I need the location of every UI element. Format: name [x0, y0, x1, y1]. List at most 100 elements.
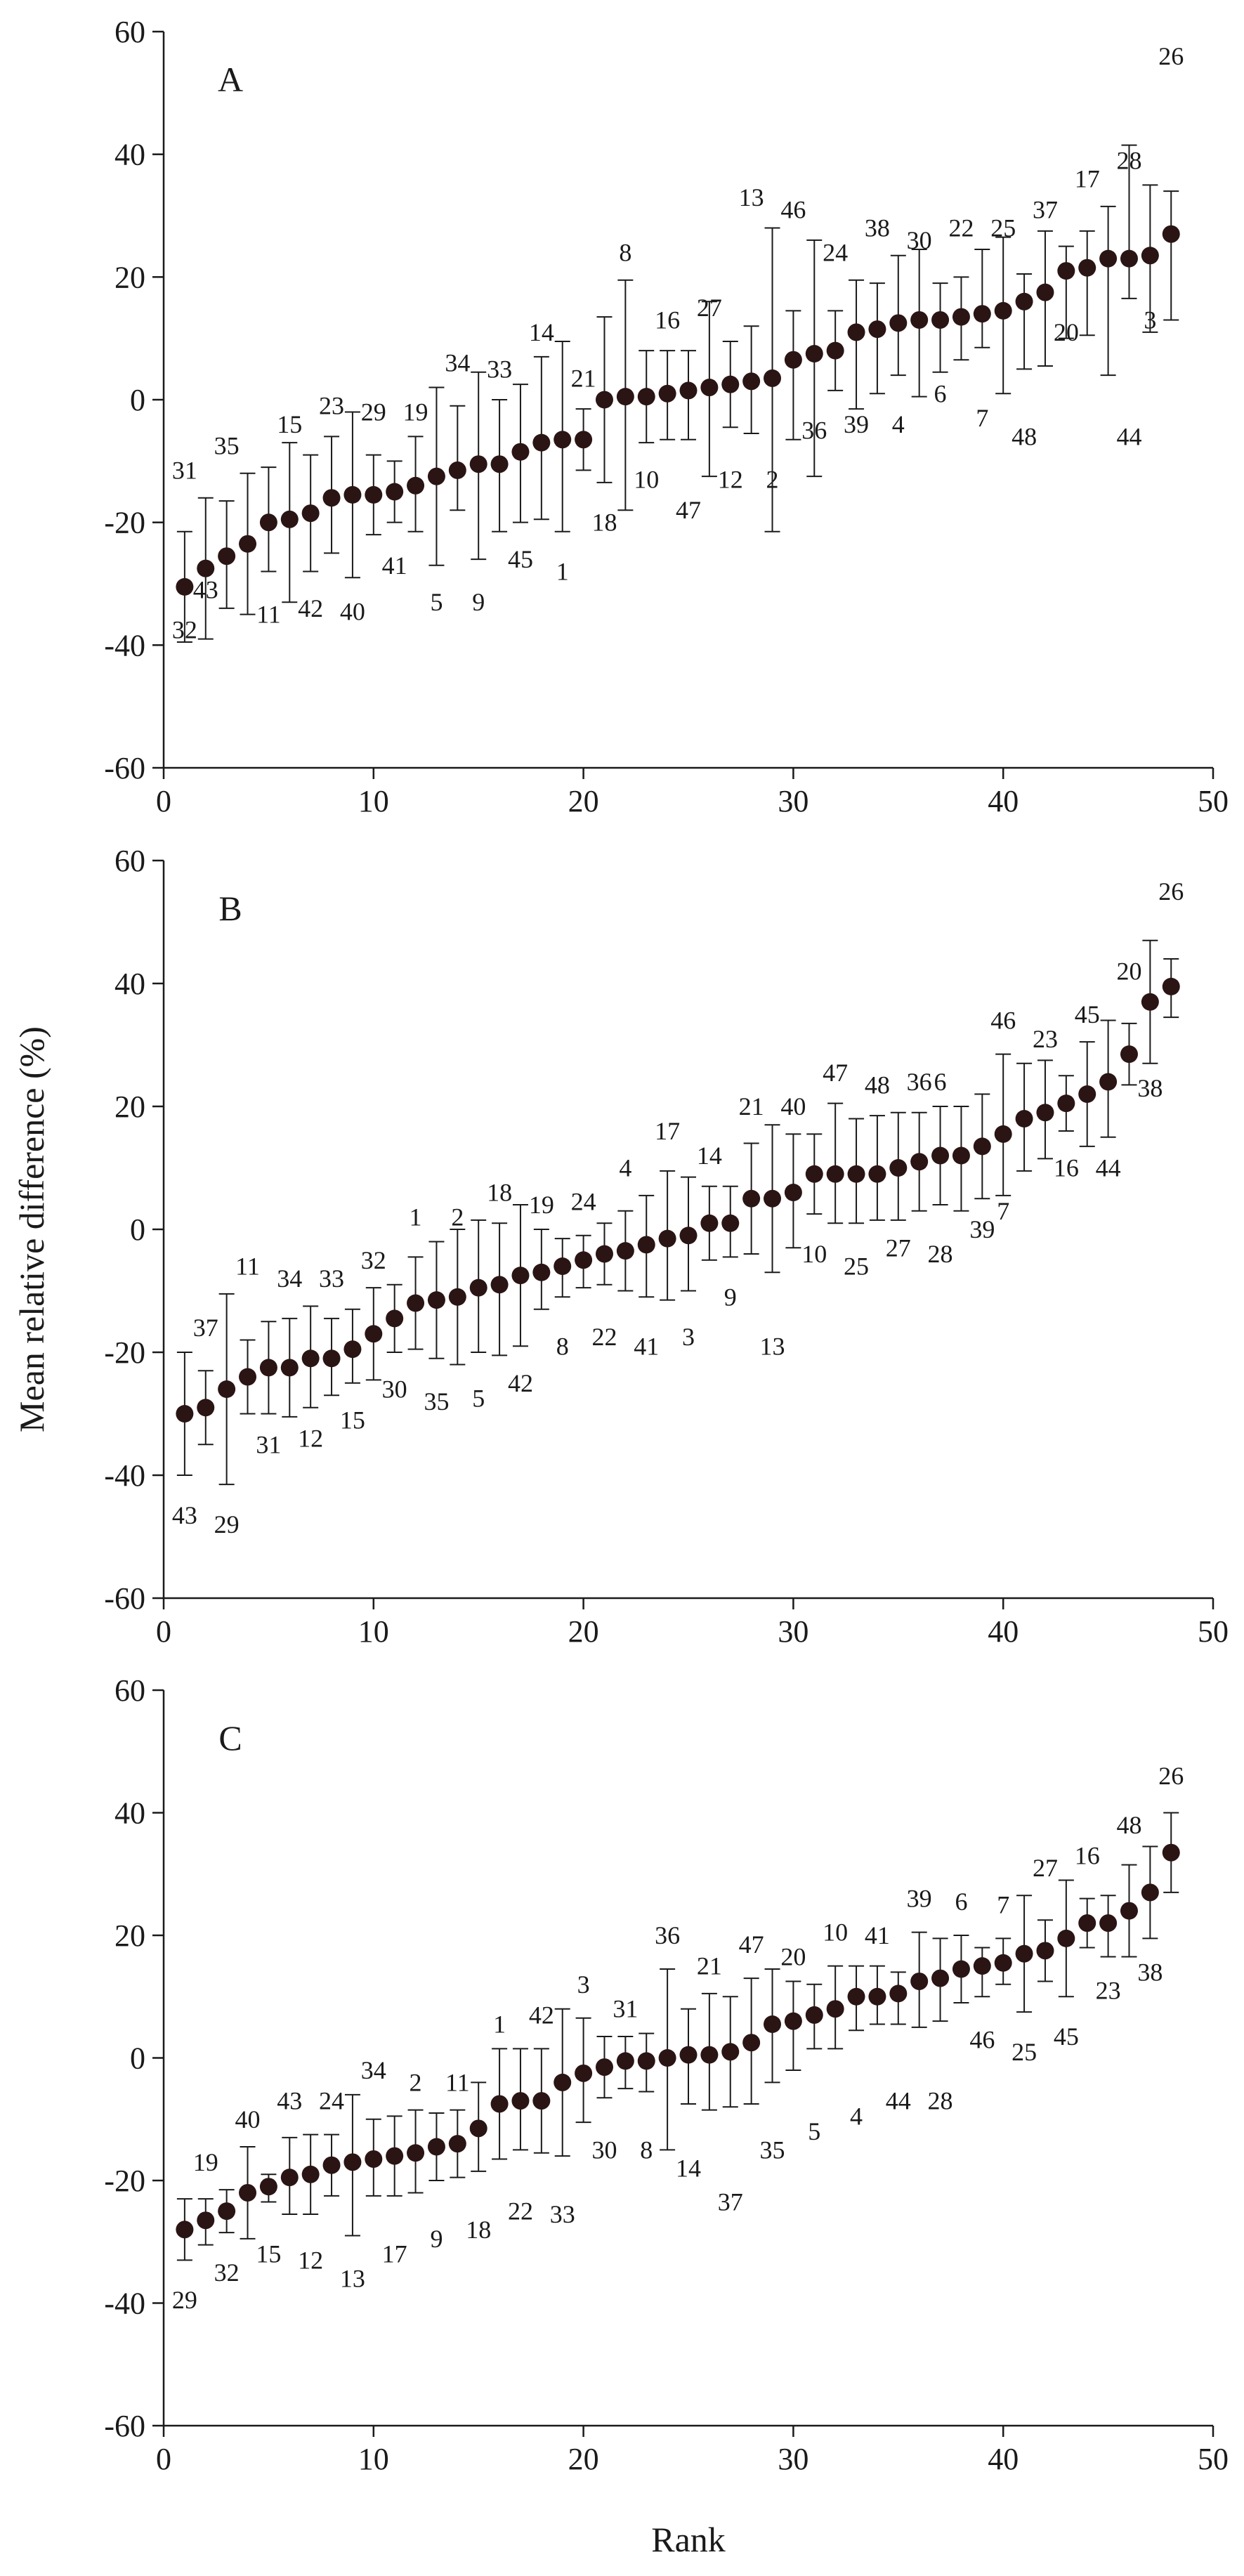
- panel-b-point-label: 46: [990, 1007, 1016, 1035]
- panel-c-point-label: 34: [361, 2056, 386, 2084]
- panel-a-point-label: 13: [739, 183, 764, 211]
- panel-b-data-point: [1015, 1110, 1033, 1127]
- panel-c-data-point: [784, 2012, 802, 2030]
- panel-a-data-point: [1120, 249, 1138, 268]
- panel-c-point-label: 36: [655, 1921, 680, 1949]
- panel-b-data-point: [1099, 1073, 1118, 1091]
- panel-b-data-point: [1141, 993, 1159, 1011]
- panel-a-data-point: [658, 384, 676, 403]
- panel-b-point-label: 29: [214, 1510, 240, 1538]
- panel-a-y-tick-label: -60: [104, 751, 145, 785]
- panel-c-point-label: 42: [529, 2001, 554, 2029]
- panel-c-x-tick-label: 40: [988, 2442, 1019, 2476]
- panel-c-data-point: [407, 2144, 425, 2162]
- panel-b-data-point: [910, 1153, 929, 1171]
- panel-b-data-point: [826, 1165, 844, 1183]
- panel-c-x-tick-label: 20: [568, 2442, 599, 2476]
- panel-b-point-label: 39: [969, 1215, 995, 1243]
- panel-a-data-point: [1036, 283, 1054, 301]
- panel-a-point-label: 21: [571, 364, 596, 392]
- panel-c-data-point: [218, 2202, 236, 2221]
- panel-a-data-point: [490, 455, 509, 473]
- panel-a-data-point: [532, 433, 551, 452]
- panel-c-x-tick-label: 50: [1198, 2442, 1229, 2476]
- panel-b-y-tick-label: 60: [114, 844, 145, 878]
- panel-c-point-label: 41: [865, 1921, 890, 1949]
- panel-c-data-point: [239, 2183, 257, 2202]
- panel-c-data-point: [1057, 1929, 1075, 1947]
- panel-b-data-point: [1036, 1104, 1054, 1122]
- panel-c-point-label: 11: [445, 2068, 470, 2096]
- panel-b-x-tick-label: 0: [156, 1614, 171, 1649]
- panel-b-data-point: [280, 1359, 299, 1377]
- panel-c-point-label: 48: [1116, 1811, 1141, 1839]
- panel-a-point-label: 40: [340, 597, 365, 625]
- panel-a-data-point: [469, 455, 487, 473]
- panel-b-point-label: 22: [591, 1323, 617, 1351]
- panel-b-data-point: [469, 1279, 487, 1297]
- panel-b-data-point: [616, 1242, 634, 1260]
- panel-a-data-point: [197, 559, 215, 577]
- panel-c-point-label: 28: [928, 2087, 953, 2115]
- panel-c-point-label: 39: [907, 1885, 932, 1913]
- panel-c-point-label: 5: [808, 2117, 820, 2145]
- panel-c-data-point: [280, 2169, 299, 2187]
- panel-b-point-label: 33: [319, 1264, 344, 1293]
- panel-c-point-label: 31: [613, 1995, 638, 2023]
- panel-a-data-point: [721, 375, 740, 393]
- panel-b-point-label: 35: [424, 1387, 449, 1416]
- panel-c-data-point: [176, 2221, 194, 2239]
- panel-a-data-point: [176, 577, 194, 596]
- panel-c-data-point: [554, 2073, 572, 2091]
- panel-c-point-label: 46: [969, 2025, 995, 2053]
- panel-a-y-tick-label: 0: [130, 383, 145, 417]
- panel-b-x-tick-label: 50: [1198, 1614, 1229, 1649]
- panel-c-data-point: [805, 2006, 823, 2024]
- panel-c-data-point: [931, 1969, 950, 1987]
- panel-c-point-label: 19: [193, 2148, 218, 2176]
- panel-a-x-tick-label: 30: [778, 784, 808, 818]
- panel-b-y-tick-label: 40: [114, 967, 145, 1001]
- panel-c-point-label: 40: [235, 2105, 261, 2133]
- panel-c-y-tick-label: 0: [130, 2041, 145, 2076]
- panel-b-point-label: 5: [472, 1385, 485, 1413]
- panel-a-data-point: [301, 504, 320, 523]
- panel-a-data-point: [448, 461, 466, 479]
- panel-a-point-label: 8: [619, 238, 631, 266]
- panel-b-data-point: [595, 1245, 613, 1263]
- panel-c-point-label: 3: [577, 1970, 590, 1999]
- panel-b-x-tick-label: 10: [358, 1614, 389, 1649]
- panel-a-y-tick-label: 40: [114, 138, 145, 172]
- x-axis-title: Rank: [651, 2520, 726, 2559]
- panel-b-data-point: [784, 1184, 802, 1201]
- panel-a-point-label: 42: [298, 594, 323, 622]
- panel-b-point-label: 38: [1137, 1074, 1163, 1102]
- panel-b-point-label: 40: [780, 1092, 806, 1120]
- panel-b-point-label: 30: [382, 1375, 407, 1404]
- panel-b-point-label: 31: [256, 1430, 281, 1458]
- panel-a-data-point: [826, 341, 844, 360]
- panel-c-data-point: [847, 1987, 865, 2006]
- panel-c-data-point: [616, 2052, 634, 2070]
- panel-a-point-label: 3: [1144, 306, 1156, 334]
- panel-c-data-point: [679, 2046, 698, 2064]
- panel-a-x-tick-label: 10: [358, 784, 389, 818]
- panel-c-x-tick-label: 0: [156, 2442, 171, 2476]
- panel-b-data-point: [952, 1146, 970, 1165]
- panel-b-point-label: 12: [298, 1425, 323, 1453]
- panel-a-point-label: 33: [487, 355, 512, 383]
- panel-a-point-label: 47: [676, 496, 701, 524]
- panel-c-point-label: 15: [256, 2240, 281, 2268]
- panel-c-data-point: [952, 1960, 970, 1978]
- panel-c-data-point: [511, 2092, 530, 2110]
- panel-a-point-label: 19: [403, 398, 428, 426]
- panel-a-point-label: 41: [382, 551, 407, 580]
- panel-a-data-point: [386, 483, 404, 501]
- panel-b-point-label: 34: [277, 1264, 302, 1293]
- panel-b-y-tick-label: 20: [114, 1090, 145, 1124]
- panel-c-data-point: [1120, 1902, 1138, 1920]
- panel-b-point-label: 36: [907, 1068, 932, 1096]
- panel-b-point-label: 25: [844, 1253, 869, 1281]
